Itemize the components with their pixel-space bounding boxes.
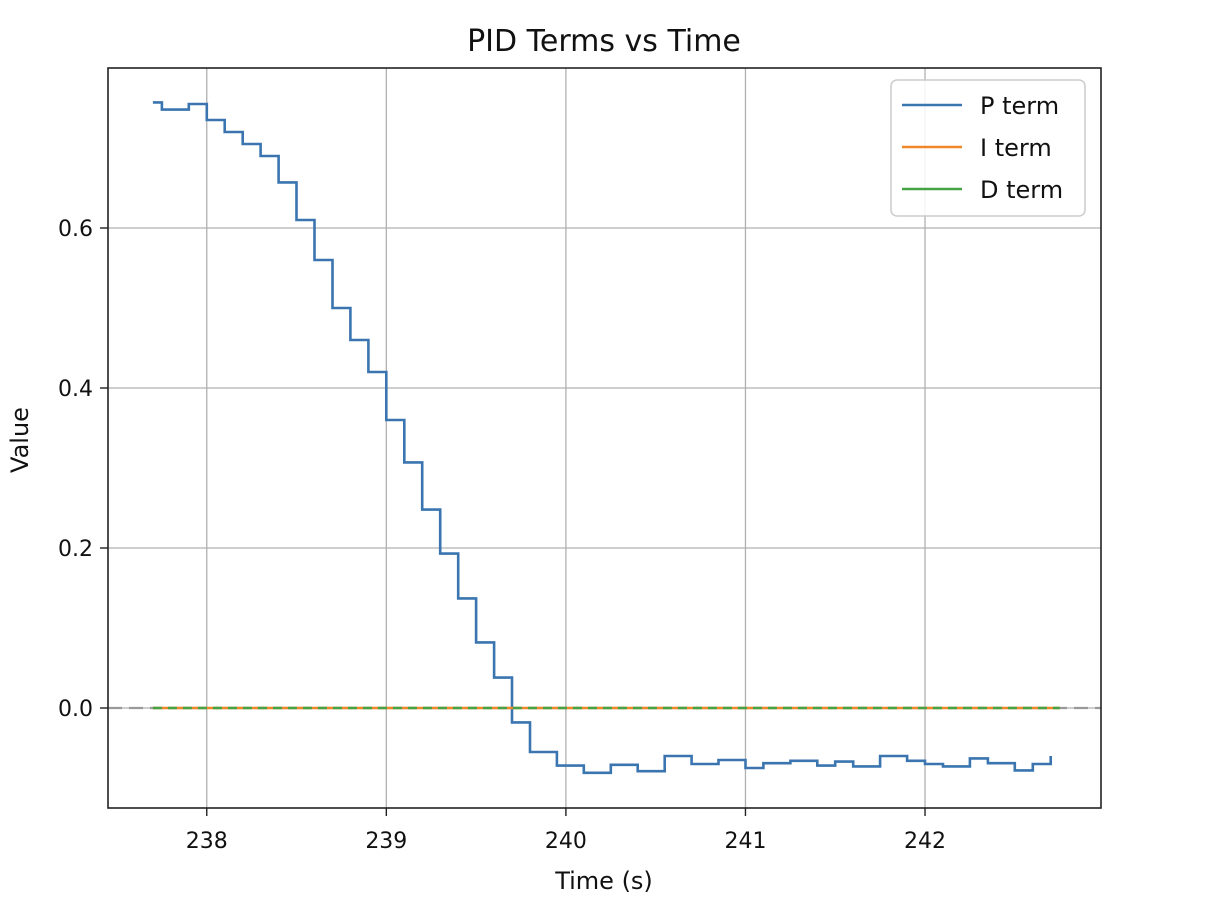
legend-box [890, 79, 1086, 217]
legend-entry: D term [980, 176, 1063, 204]
series-line-p-term [152, 101, 1052, 775]
x-axis-label: Time (s) [554, 867, 653, 895]
x-tick-label: 241 [724, 829, 766, 854]
x-tick-label: 242 [904, 829, 946, 854]
x-tick-label: 240 [545, 829, 587, 854]
plot-frame [107, 67, 1102, 809]
y-tick-label: 0.6 [58, 217, 93, 242]
y-axis-label: Value [6, 407, 34, 473]
chart-title: PID Terms vs Time [467, 24, 741, 59]
y-tick-label: 0.0 [58, 697, 93, 722]
series-layer [152, 101, 1060, 775]
y-ticks: 0.0 0.2 0.4 0.6 [58, 217, 108, 722]
legend-entry: P term [980, 92, 1059, 120]
legend-entry: I term [980, 134, 1052, 162]
x-tick-label: 239 [365, 829, 407, 854]
legend: P term I term D term [890, 79, 1086, 217]
y-tick-label: 0.4 [58, 377, 93, 402]
x-ticks: 238 239 240 241 242 [186, 808, 946, 854]
x-tick-label: 238 [186, 829, 228, 854]
y-tick-label: 0.2 [58, 537, 93, 562]
